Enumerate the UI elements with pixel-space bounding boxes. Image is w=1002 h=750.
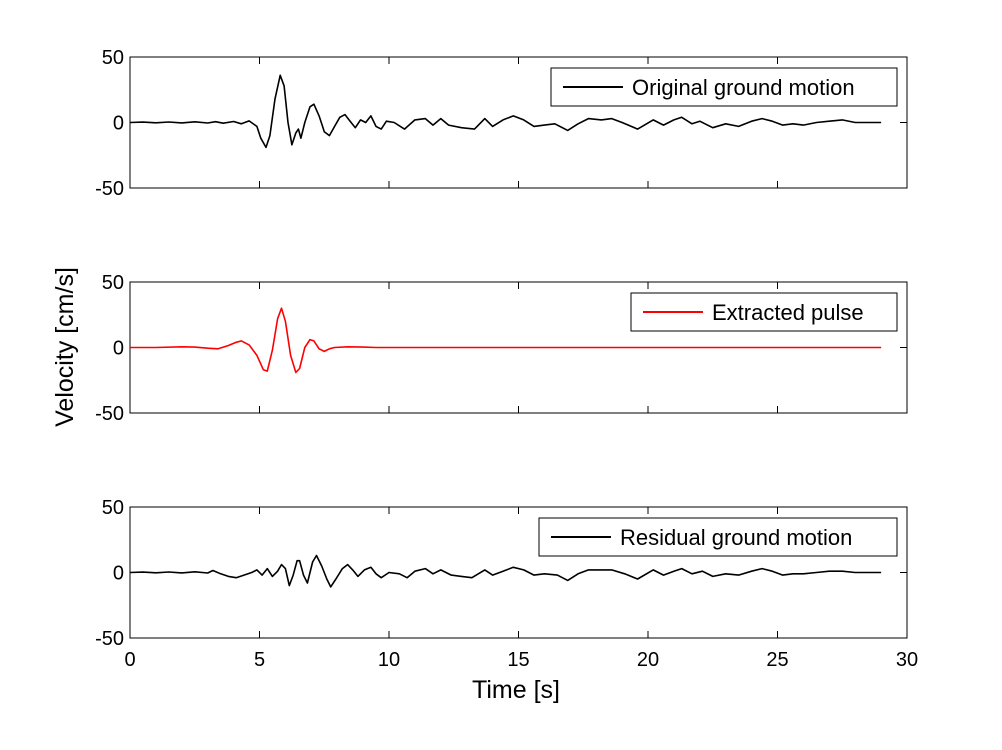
legend: Original ground motion — [550, 67, 898, 107]
y-tick-label: 0 — [113, 563, 124, 585]
y-tick-label: -50 — [95, 403, 124, 425]
series-line — [130, 307, 882, 374]
y-tick-label: 50 — [102, 497, 124, 519]
x-tick-label: 25 — [766, 649, 788, 671]
y-tick-label: 50 — [102, 47, 124, 69]
legend-label: Extracted pulse — [712, 300, 864, 325]
y-tick-label: -50 — [95, 178, 124, 200]
panel-original: -50 0 50 Original ground motion — [95, 47, 908, 200]
legend: Residual ground motion — [538, 517, 898, 557]
legend-label: Residual ground motion — [620, 525, 852, 550]
y-tick-label: -50 — [95, 628, 124, 650]
x-tick-label: 0 — [124, 649, 135, 671]
x-axis-title: Time [s] — [472, 676, 560, 704]
legend-label: Original ground motion — [632, 75, 855, 100]
x-tick-label: 10 — [378, 649, 400, 671]
x-tick-label: 30 — [896, 649, 918, 671]
y-tick-label: 0 — [113, 338, 124, 360]
series-line — [129, 554, 882, 588]
legend: Extracted pulse — [630, 292, 898, 332]
y-axis-title: Velocity [cm/s] — [51, 267, 79, 427]
x-tick-label: 20 — [637, 649, 659, 671]
y-tick-label: 50 — [102, 272, 124, 294]
x-tick-label: 5 — [254, 649, 265, 671]
y-tick-label: 0 — [113, 113, 124, 135]
series-line — [129, 74, 882, 149]
x-tick-label: 15 — [507, 649, 529, 671]
panel-extracted-pulse: -50 0 50 Extracted pulse — [95, 272, 908, 425]
